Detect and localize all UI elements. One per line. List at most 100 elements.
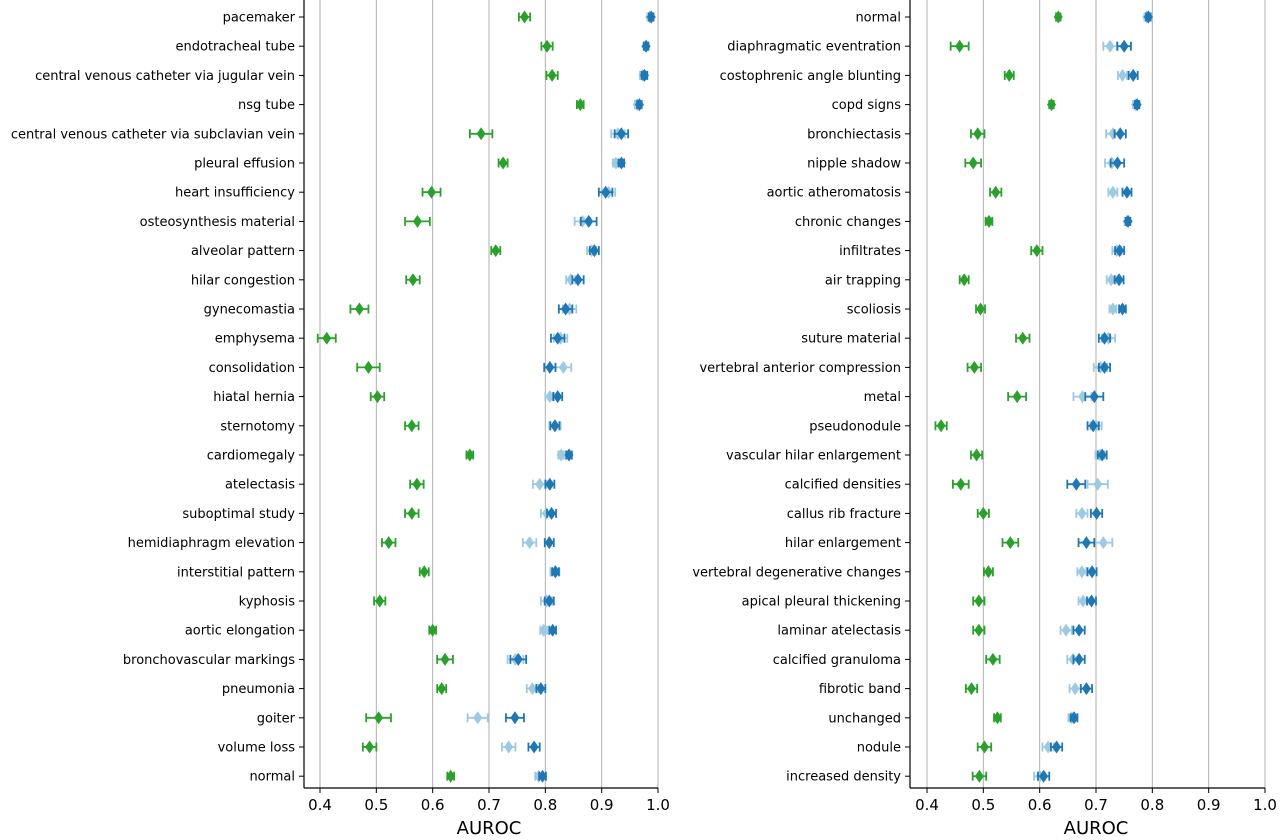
category-label: goiter	[257, 711, 296, 726]
point-light_blue	[1107, 185, 1119, 199]
diamond-marker	[1105, 39, 1115, 53]
category-label: bronchovascular markings	[123, 653, 295, 668]
point-green	[404, 214, 431, 228]
diamond-marker	[968, 156, 978, 170]
diamond-marker	[1093, 477, 1103, 491]
point-dark_blue	[564, 448, 574, 462]
category-label: nsg tube	[238, 98, 295, 113]
point-green	[966, 360, 982, 374]
point-dark_blue	[527, 740, 541, 754]
point-dark_blue	[588, 244, 600, 258]
diamond-marker	[601, 185, 611, 199]
diamond-marker	[1071, 477, 1081, 491]
diamond-marker	[956, 477, 966, 491]
diamond-marker	[988, 652, 998, 666]
category-label: pseudonodule	[809, 419, 901, 434]
category-label: hilar enlargement	[785, 536, 901, 551]
point-dark_blue	[1069, 711, 1079, 725]
diamond-marker	[510, 711, 520, 725]
diamond-marker	[969, 360, 979, 374]
point-green	[972, 623, 986, 637]
diamond-marker	[545, 390, 555, 404]
diamond-marker	[1117, 68, 1127, 82]
diamond-marker	[440, 652, 450, 666]
point-dark_blue	[1121, 185, 1133, 199]
point-green	[1015, 331, 1031, 345]
diamond-marker	[491, 244, 501, 258]
category-label: vertebral degenerative changes	[692, 565, 901, 580]
diamond-marker	[1087, 565, 1097, 579]
point-dark_blue	[546, 506, 557, 520]
point-green	[316, 331, 337, 345]
category-label: air trapping	[825, 273, 901, 288]
category-label: kyphosis	[239, 595, 296, 610]
diamond-marker	[1070, 682, 1080, 696]
point-dark_blue	[552, 390, 564, 404]
category-label: copd signs	[832, 98, 902, 113]
category-label: central venous catheter via subclavian v…	[11, 127, 295, 142]
point-green	[404, 506, 420, 520]
chart-panel-2: normal diaphragmatic eventration costophre…	[692, 0, 1277, 839]
category-label: scoliosis	[847, 303, 901, 318]
point-green	[989, 185, 1003, 199]
x-tick-label: 0.8	[1140, 796, 1164, 814]
point-green	[356, 360, 381, 374]
chart-panel-1: pacemaker endotracheal tube central venous…	[11, 0, 670, 839]
x-tick-label: 1.0	[1253, 796, 1277, 814]
point-dark_blue	[646, 10, 656, 24]
diamond-marker	[504, 740, 514, 754]
diamond-marker	[1086, 594, 1096, 608]
category-label: diaphragmatic eventration	[727, 40, 901, 55]
point-green	[349, 302, 370, 316]
diamond-marker	[974, 769, 984, 783]
point-dark_blue	[1086, 419, 1100, 433]
category-label: hiatal hernia	[213, 390, 295, 405]
point-light_blue	[1093, 536, 1114, 550]
diamond-marker	[365, 740, 375, 754]
category-label: aortic atheromatosis	[767, 186, 902, 201]
point-light_blue	[1068, 682, 1082, 696]
category-label: pacemaker	[223, 11, 296, 26]
diamond-marker	[561, 302, 571, 316]
point-green	[436, 682, 448, 696]
diamond-marker	[545, 477, 555, 491]
point-green	[1003, 68, 1015, 82]
point-green	[1046, 98, 1056, 112]
diamond-marker	[1012, 390, 1022, 404]
diamond-marker	[372, 390, 382, 404]
point-dark_blue	[1072, 652, 1086, 666]
diamond-marker	[974, 623, 984, 637]
category-label: callus rib fracture	[787, 507, 901, 522]
point-green	[1030, 244, 1044, 258]
diamond-marker	[589, 244, 599, 258]
point-green	[421, 185, 442, 199]
point-green	[446, 769, 456, 783]
diamond-marker	[1081, 682, 1091, 696]
x-tick-label: 0.8	[533, 796, 557, 814]
point-green	[490, 244, 502, 258]
diamond-marker	[1088, 419, 1098, 433]
point-dark_blue	[538, 769, 548, 783]
diamond-marker	[550, 565, 560, 579]
diamond-marker	[542, 39, 552, 53]
diamond-marker	[513, 652, 523, 666]
diamond-marker	[548, 623, 558, 637]
point-dark_blue	[1113, 273, 1125, 287]
point-dark_blue	[1097, 360, 1111, 374]
diamond-marker	[1143, 10, 1153, 24]
diamond-marker	[1128, 68, 1138, 82]
category-label: hemidiaphragm elevation	[128, 536, 295, 551]
point-dark_blue	[1037, 769, 1051, 783]
category-label: aortic elongation	[185, 624, 295, 639]
diamond-marker	[322, 331, 332, 345]
x-tick-label: 0.5	[364, 796, 388, 814]
point-green	[418, 565, 430, 579]
point-dark_blue	[1127, 68, 1139, 82]
point-green	[369, 390, 386, 404]
diamond-marker	[976, 302, 986, 316]
point-light_blue	[1059, 623, 1073, 637]
x-tick-label: 0.5	[971, 796, 995, 814]
point-green	[497, 156, 509, 170]
diamond-marker	[1077, 506, 1087, 520]
point-green	[992, 711, 1002, 725]
